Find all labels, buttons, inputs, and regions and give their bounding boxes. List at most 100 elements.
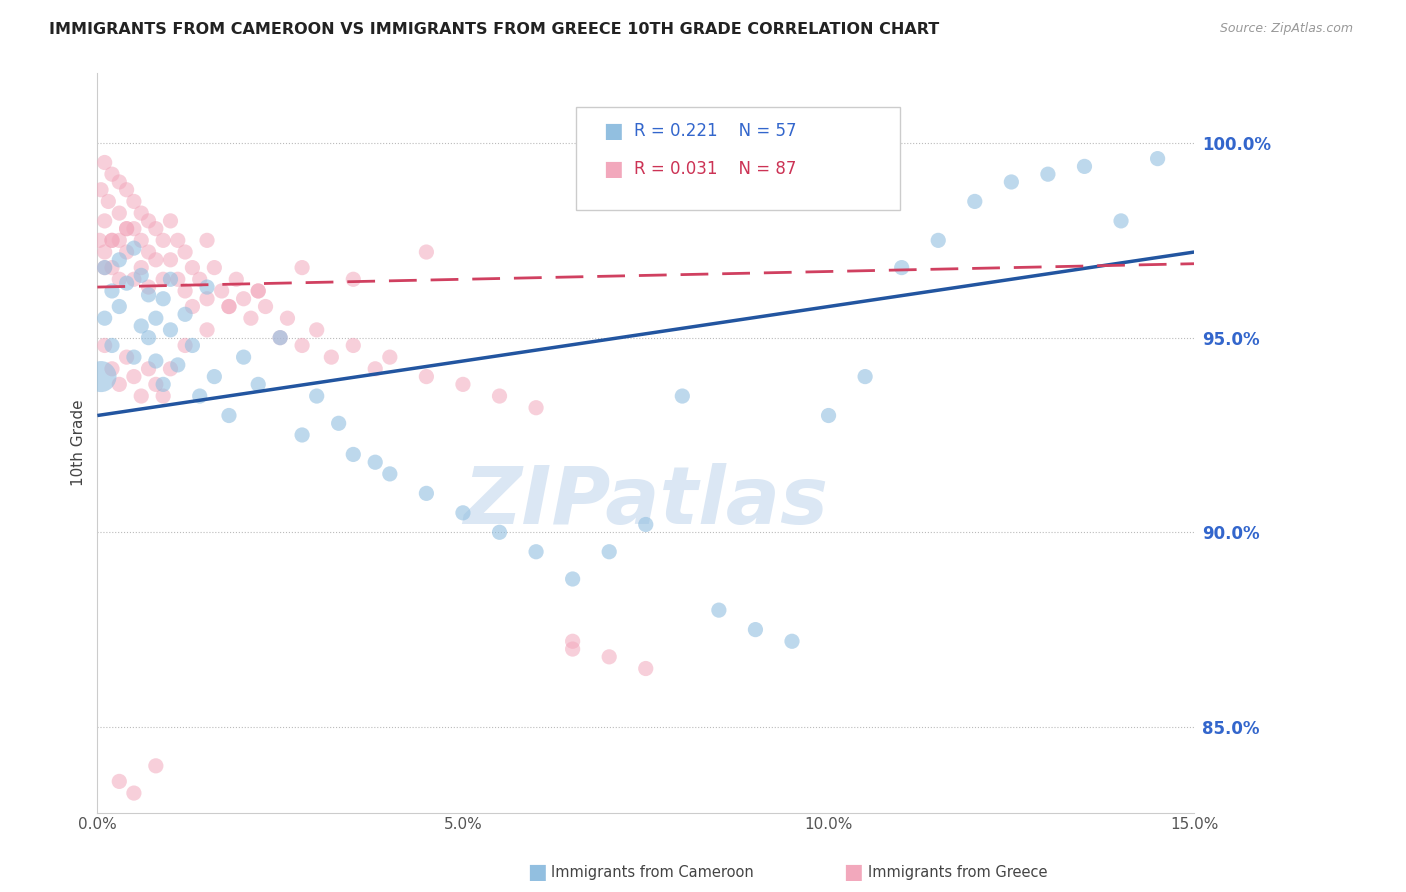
Point <box>138 214 160 228</box>
Point <box>145 221 167 235</box>
Point <box>115 245 138 260</box>
Y-axis label: 10th Grade: 10th Grade <box>72 400 86 486</box>
Point <box>181 300 204 314</box>
Point <box>108 377 131 392</box>
Point <box>218 300 240 314</box>
Point <box>93 214 115 228</box>
Point <box>853 369 876 384</box>
Text: ■: ■ <box>844 863 863 882</box>
Point <box>276 311 298 326</box>
Point <box>101 361 124 376</box>
Point <box>138 280 160 294</box>
Point <box>152 377 174 392</box>
Point <box>101 167 124 181</box>
Point <box>225 272 247 286</box>
Point <box>166 358 188 372</box>
Point <box>963 194 986 209</box>
Point <box>1036 167 1059 181</box>
Point <box>269 331 291 345</box>
Point <box>634 661 657 675</box>
Text: R = 0.031    N = 87: R = 0.031 N = 87 <box>634 161 796 178</box>
Point <box>129 233 152 247</box>
Point <box>145 354 167 368</box>
Point <box>634 517 657 532</box>
Point <box>101 338 124 352</box>
Point <box>174 245 197 260</box>
Point <box>122 272 145 286</box>
Point <box>232 350 254 364</box>
Point <box>524 401 547 415</box>
Point <box>415 369 437 384</box>
Point <box>195 323 218 337</box>
Point <box>122 369 145 384</box>
Point <box>101 284 124 298</box>
Point <box>152 389 174 403</box>
Point <box>101 233 124 247</box>
Point <box>129 318 152 333</box>
Point <box>97 194 120 209</box>
Point <box>115 221 138 235</box>
Point <box>598 545 620 559</box>
Point <box>1000 175 1022 189</box>
Point <box>93 155 115 169</box>
Point <box>108 252 131 267</box>
Point <box>122 786 145 800</box>
Point <box>202 369 225 384</box>
Point <box>174 284 197 298</box>
Point <box>195 280 218 294</box>
Point <box>93 260 115 275</box>
Point <box>181 260 204 275</box>
Point <box>305 323 328 337</box>
Point <box>93 311 115 326</box>
Point <box>108 175 131 189</box>
Point <box>1146 152 1168 166</box>
Point <box>890 260 912 275</box>
Point <box>174 338 197 352</box>
Point <box>415 486 437 500</box>
Point <box>138 288 160 302</box>
Point <box>561 634 583 648</box>
Point <box>188 272 211 286</box>
Point <box>195 292 218 306</box>
Point <box>129 206 152 220</box>
Point <box>108 300 131 314</box>
Point <box>488 389 510 403</box>
Point <box>129 389 152 403</box>
Point <box>159 323 181 337</box>
Point <box>342 338 364 352</box>
Point <box>744 623 766 637</box>
Text: ■: ■ <box>603 160 623 179</box>
Point <box>166 233 188 247</box>
Point <box>115 183 138 197</box>
Point <box>93 245 115 260</box>
Text: Immigrants from Greece: Immigrants from Greece <box>868 865 1047 880</box>
Point <box>181 338 204 352</box>
Point <box>101 260 124 275</box>
Point <box>129 260 152 275</box>
Point <box>152 292 174 306</box>
Point <box>342 272 364 286</box>
Point <box>451 506 474 520</box>
Point <box>90 183 112 197</box>
Point <box>671 389 693 403</box>
Point <box>817 409 839 423</box>
Point <box>195 233 218 247</box>
Point <box>108 233 131 247</box>
Point <box>291 260 314 275</box>
Point <box>159 214 181 228</box>
Point <box>93 338 115 352</box>
Point <box>305 389 328 403</box>
Point <box>101 233 124 247</box>
Point <box>115 276 138 290</box>
Point <box>328 417 350 431</box>
Point <box>488 525 510 540</box>
Point <box>247 377 270 392</box>
Point <box>159 272 181 286</box>
Point <box>138 361 160 376</box>
Point <box>122 241 145 255</box>
Point <box>780 634 803 648</box>
Point <box>232 292 254 306</box>
Point <box>188 389 211 403</box>
Point <box>247 284 270 298</box>
Point <box>247 284 270 298</box>
